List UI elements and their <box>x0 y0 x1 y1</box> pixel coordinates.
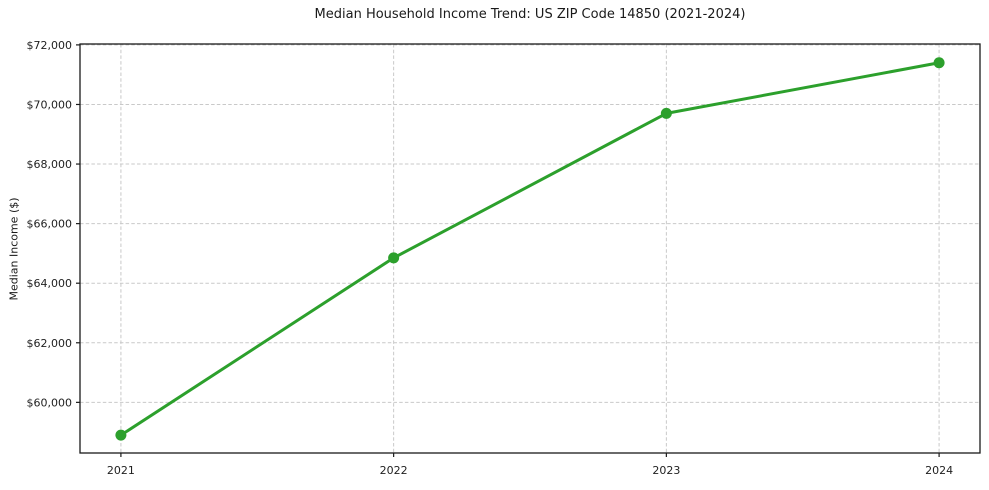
data-point-marker <box>933 57 945 69</box>
income-trend-line <box>119 61 941 437</box>
x-tick-label: 2022 <box>380 464 408 477</box>
y-tick-label: $62,000 <box>27 337 73 350</box>
y-tick-label: $70,000 <box>27 98 73 111</box>
data-point-marker <box>115 429 127 441</box>
data-point-marker <box>660 107 672 119</box>
y-tick-label: $64,000 <box>27 277 73 290</box>
y-tick-label: $66,000 <box>27 218 73 231</box>
plot-border <box>79 43 981 454</box>
y-tick-label: $68,000 <box>27 158 73 171</box>
y-tick-label: $60,000 <box>27 396 73 409</box>
x-tick-label: 2024 <box>925 464 953 477</box>
data-point-marker <box>388 252 400 264</box>
chart-title: Median Household Income Trend: US ZIP Co… <box>314 7 746 22</box>
x-tick-label: 2021 <box>107 464 135 477</box>
y-axis-label: Median Income ($) <box>7 197 21 301</box>
x-tick-label: 2023 <box>652 464 680 477</box>
y-tick-label: $72,000 <box>27 39 73 52</box>
